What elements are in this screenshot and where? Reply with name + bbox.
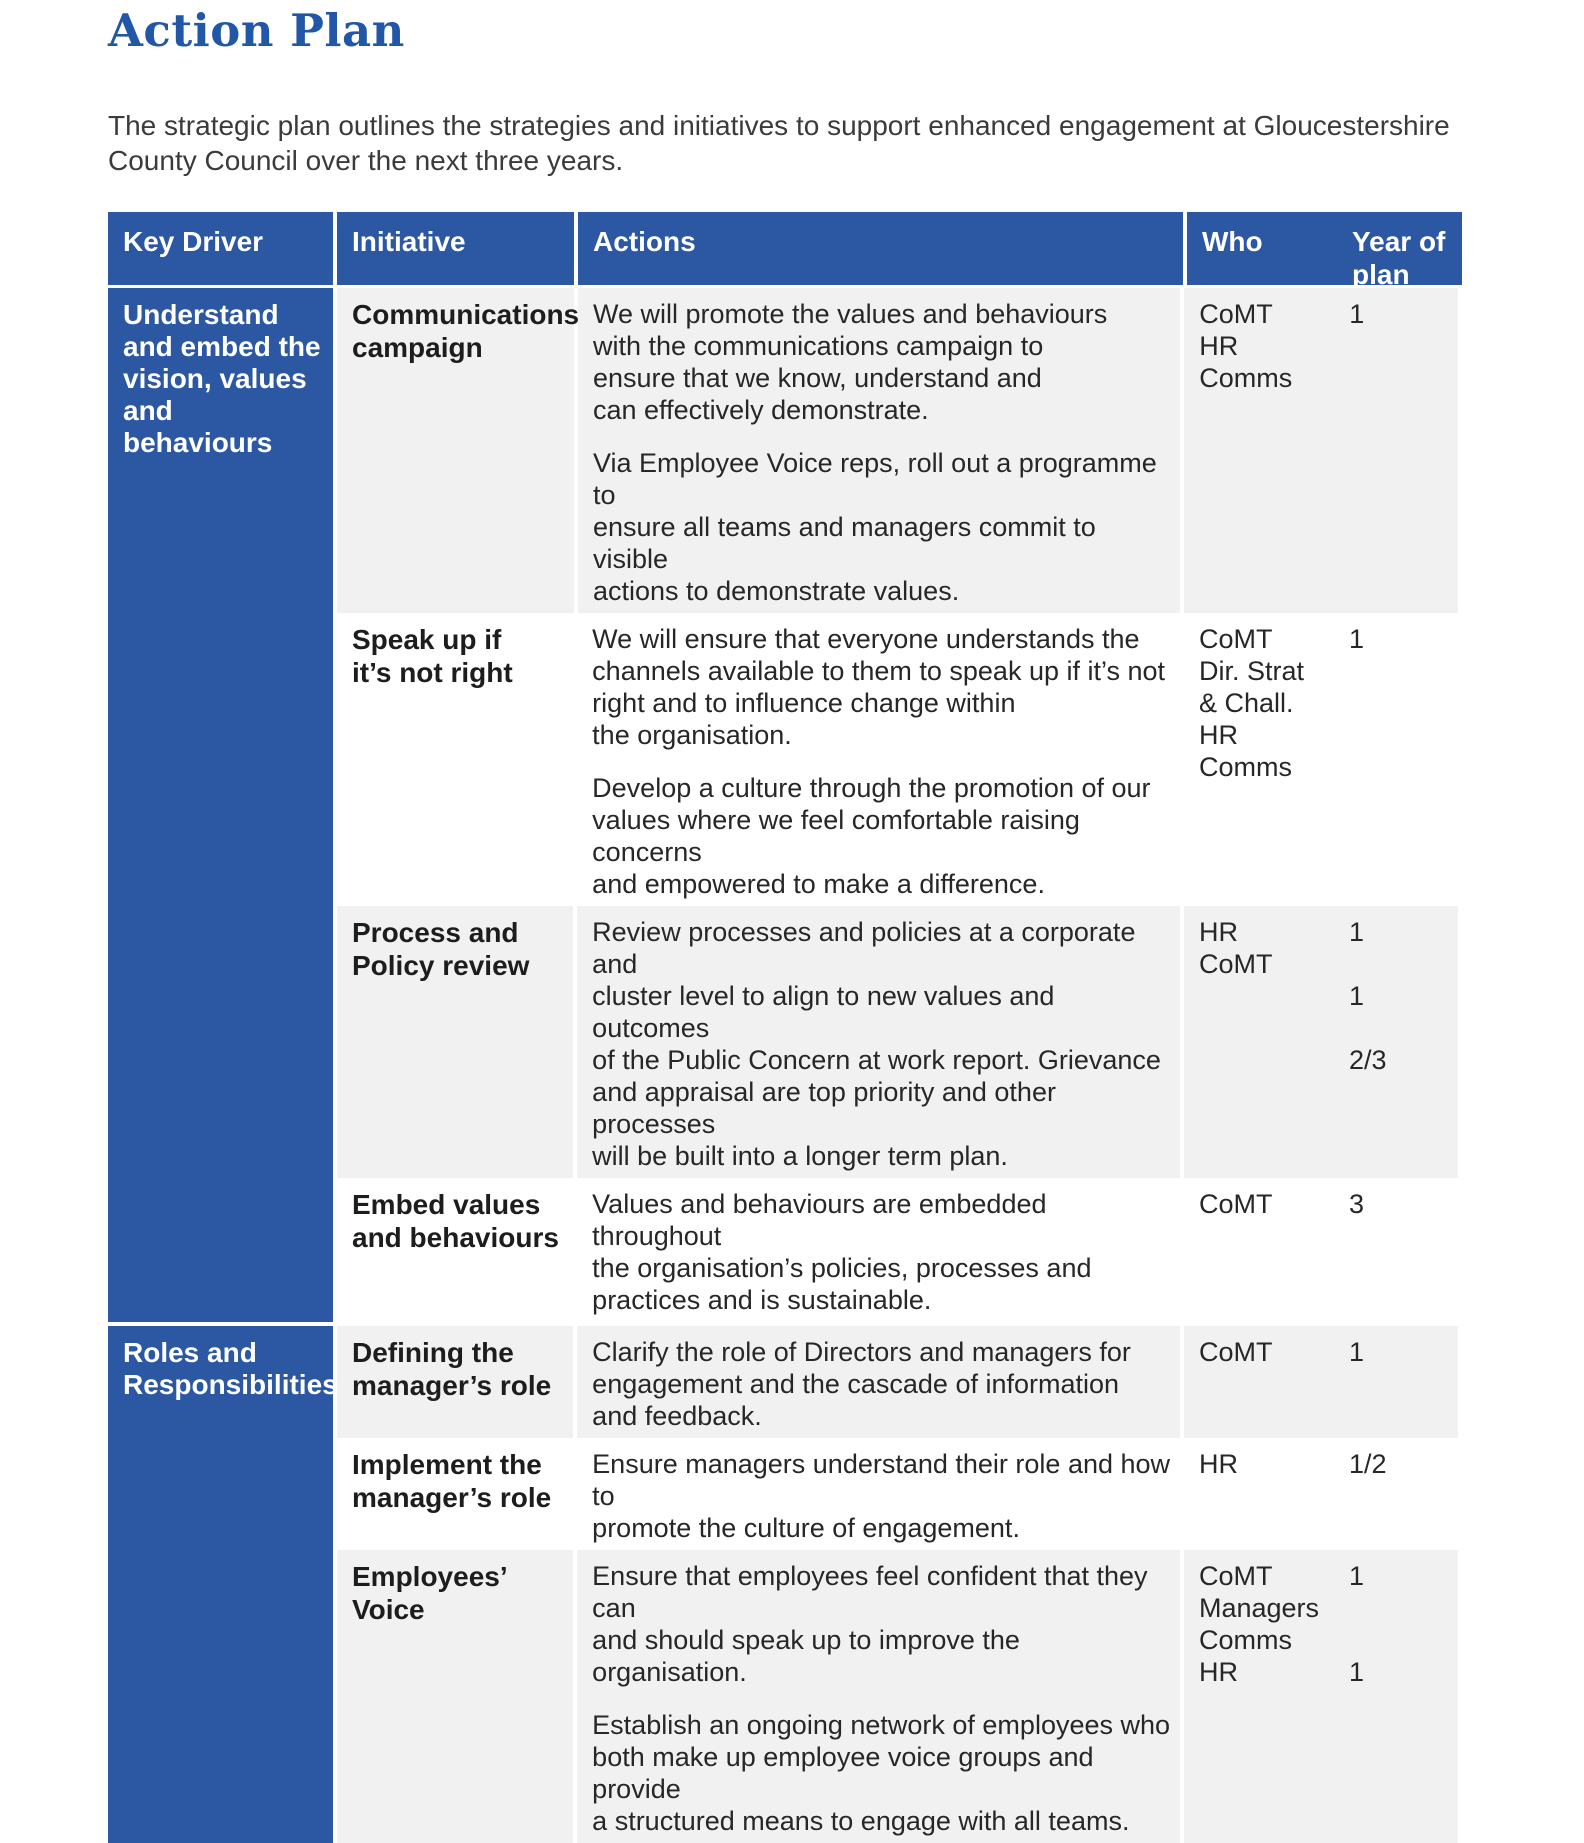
action-paragraph: Clarify the role of Directors and manage…	[592, 1337, 1131, 1431]
year-header-label: Year of plan	[1352, 226, 1446, 290]
action-paragraph: Ensure that employees feel confident tha…	[592, 1561, 1148, 1687]
who-year-cell: HR CoMT 1 1 2/3	[1183, 906, 1458, 1178]
table-row: Speak up if it’s not right We will ensure…	[333, 613, 1458, 906]
actions-cell: Ensure that employees feel confident tha…	[577, 1550, 1180, 1843]
header-cell-key-driver: Key Driver	[108, 212, 333, 285]
who-year-cell: HR 1/2	[1183, 1438, 1458, 1550]
actions-cell: Ensure managers understand their role an…	[577, 1438, 1180, 1550]
year-of-plan-cell: 1	[1349, 299, 1365, 329]
who-cell: CoMT HR Comms	[1199, 299, 1293, 393]
initiative-cell: Process and Policy review	[337, 906, 574, 1178]
table-section: Understand and embed the vision, values …	[108, 288, 1462, 1322]
table-row: Implement the manager’s role Ensure manag…	[333, 1438, 1458, 1550]
table-row: Process and Policy review Review processe…	[333, 906, 1458, 1178]
actions-cell: Values and behaviours are embedded throu…	[577, 1178, 1180, 1322]
who-cell: CoMT Dir. Strat & Chall. HR Comms	[1198, 624, 1304, 782]
key-driver-cell: Understand and embed the vision, values …	[108, 288, 333, 1322]
action-paragraph: Ensure managers understand their role an…	[592, 1449, 1171, 1543]
who-year-cell: CoMT Dir. Strat & Chall. HR Comms 1	[1183, 613, 1458, 906]
action-paragraph: Develop a culture through the promotion …	[592, 773, 1151, 899]
action-paragraph: Review processes and policies at a corpo…	[592, 917, 1161, 1171]
table-header-row: Key Driver Initiative Actions Who Year o…	[108, 212, 1462, 290]
who-cell: HR CoMT	[1198, 917, 1273, 979]
who-year-cell: CoMT Managers Comms HR 1 1	[1183, 1550, 1458, 1843]
key-driver-cell: Roles and Responsibilities	[108, 1326, 338, 1843]
action-paragraph: Values and behaviours are embedded throu…	[592, 1189, 1092, 1315]
year-of-plan-cell: 1	[1348, 624, 1364, 654]
action-paragraph: Establish an ongoing network of employee…	[592, 1710, 1171, 1836]
year-of-plan-cell: 1 1 2/3	[1348, 917, 1387, 1075]
table-row: Employees’ Voice Ensure that employees fe…	[333, 1550, 1458, 1843]
who-cell: CoMT	[1198, 1189, 1273, 1219]
who-cell: CoMT	[1198, 1337, 1273, 1367]
initiative-cell: Defining the manager’s role	[337, 1326, 574, 1438]
section-rows: Defining the manager’s role Clarify the r…	[333, 1326, 1458, 1843]
header-cell-who-year: Who Year of plan	[1187, 212, 1462, 290]
who-year-cell: CoMT 1	[1183, 1326, 1458, 1438]
header-cell-actions: Actions	[578, 212, 1183, 285]
initiative-cell: Implement the manager’s role	[337, 1438, 574, 1550]
section-rows: Communications campaign We will promote t…	[333, 288, 1458, 1322]
initiative-cell: Speak up if it’s not right	[337, 613, 574, 906]
table-row: Embed values and behaviours Values and be…	[333, 1178, 1458, 1322]
who-year-cell: CoMT HR Comms 1	[1184, 288, 1458, 613]
initiative-cell: Employees’ Voice	[337, 1550, 574, 1843]
year-of-plan-cell: 3	[1348, 1189, 1364, 1219]
who-header-label: Who	[1202, 226, 1263, 257]
intro-paragraph: The strategic plan outlines the strategi…	[108, 110, 1450, 176]
table-row: Communications campaign We will promote t…	[333, 288, 1458, 613]
action-paragraph: We will promote the values and behaviour…	[593, 299, 1108, 425]
action-paragraph: We will ensure that everyone understands…	[592, 624, 1166, 750]
actions-cell: We will promote the values and behaviour…	[578, 288, 1181, 613]
actions-cell: Clarify the role of Directors and manage…	[577, 1326, 1180, 1438]
initiative-cell: Embed values and behaviours	[337, 1178, 574, 1322]
actions-cell: Review processes and policies at a corpo…	[577, 906, 1180, 1178]
actions-cell: We will ensure that everyone understands…	[577, 613, 1180, 906]
initiative-cell: Communications campaign	[337, 288, 579, 613]
table-body: Understand and embed the vision, values …	[108, 288, 1462, 1843]
who-cell: HR	[1198, 1449, 1238, 1479]
year-of-plan-cell: 1	[1348, 1337, 1364, 1367]
table-section: Roles and Responsibilities Defining the m…	[108, 1326, 1462, 1843]
year-of-plan-cell: 1 1	[1348, 1561, 1364, 1687]
action-paragraph: Via Employee Voice reps, roll out a prog…	[593, 448, 1157, 606]
year-of-plan-cell: 1/2	[1348, 1449, 1387, 1479]
header-cell-initiative: Initiative	[337, 212, 574, 285]
table-row: Defining the manager’s role Clarify the r…	[333, 1326, 1458, 1438]
action-plan-table: Key Driver Initiative Actions Who Year o…	[108, 212, 1462, 1843]
who-cell: CoMT Managers Comms HR	[1198, 1561, 1320, 1687]
who-year-cell: CoMT 3	[1183, 1178, 1458, 1322]
page-title: Action Plan	[108, 4, 405, 57]
